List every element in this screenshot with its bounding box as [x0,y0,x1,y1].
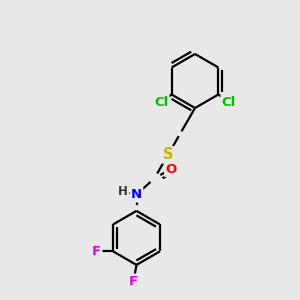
Text: Cl: Cl [222,95,236,109]
Text: F: F [92,245,101,258]
Text: S: S [163,147,173,162]
Text: F: F [129,275,138,288]
Text: Cl: Cl [154,95,168,109]
Text: H: H [118,185,128,198]
Text: N: N [131,188,142,201]
Text: O: O [165,163,177,176]
